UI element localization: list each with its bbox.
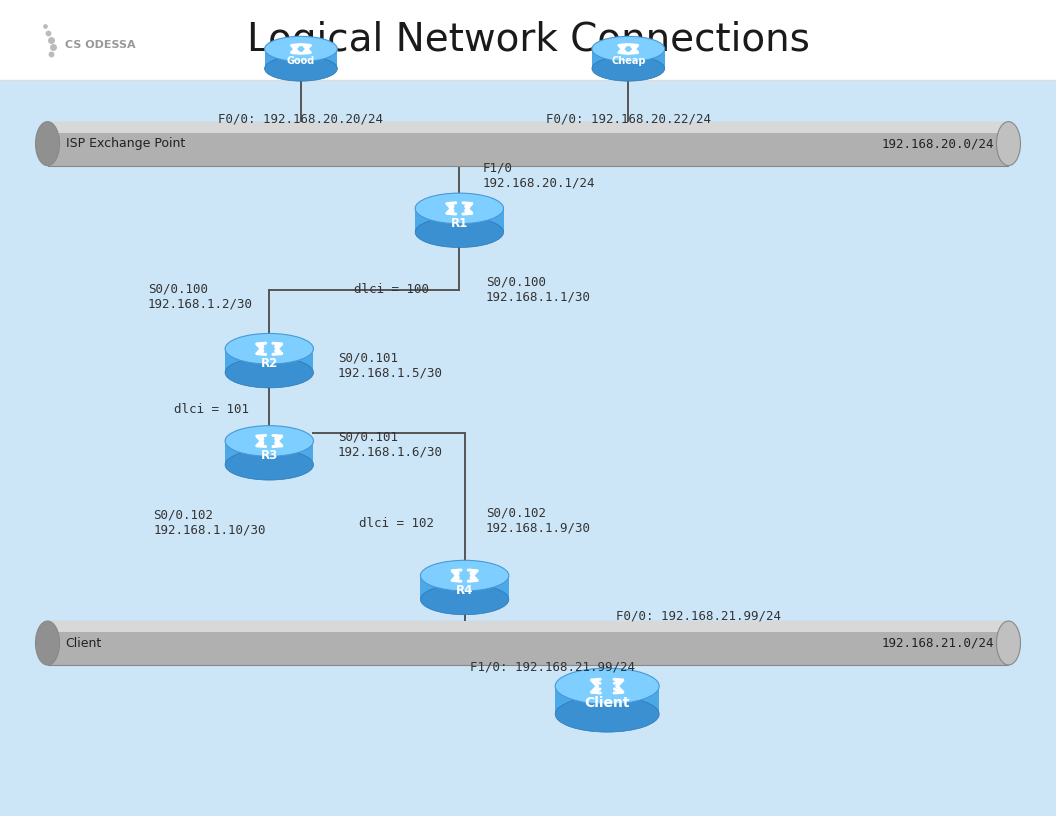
Polygon shape — [225, 348, 314, 373]
Text: Client: Client — [65, 636, 101, 650]
Ellipse shape — [420, 584, 509, 614]
Text: R3: R3 — [261, 450, 278, 462]
Ellipse shape — [265, 37, 337, 61]
Ellipse shape — [225, 450, 314, 480]
Ellipse shape — [997, 621, 1020, 665]
Text: F0/0: 192.168.21.99/24: F0/0: 192.168.21.99/24 — [616, 610, 780, 623]
Text: S0/0.102
192.168.1.10/30: S0/0.102 192.168.1.10/30 — [153, 508, 266, 536]
Ellipse shape — [225, 357, 314, 388]
Polygon shape — [48, 122, 1008, 133]
Ellipse shape — [420, 561, 509, 591]
Text: R1: R1 — [451, 217, 468, 229]
Ellipse shape — [555, 696, 659, 732]
Polygon shape — [48, 621, 1008, 632]
Text: F0/0: 192.168.20.20/24: F0/0: 192.168.20.20/24 — [219, 113, 383, 126]
Text: F1/0: 192.168.21.99/24: F1/0: 192.168.21.99/24 — [470, 661, 635, 674]
Text: CS ODESSA: CS ODESSA — [64, 40, 135, 50]
Text: S0/0.100
192.168.1.1/30: S0/0.100 192.168.1.1/30 — [486, 276, 590, 304]
Text: R4: R4 — [456, 584, 473, 596]
Ellipse shape — [592, 56, 664, 81]
Polygon shape — [48, 621, 1008, 665]
Text: Good: Good — [287, 56, 315, 66]
Text: 192.168.21.0/24: 192.168.21.0/24 — [882, 636, 995, 650]
Polygon shape — [415, 208, 504, 233]
Text: dlci = 102: dlci = 102 — [359, 517, 434, 530]
Text: 192.168.20.0/24: 192.168.20.0/24 — [882, 137, 995, 150]
Ellipse shape — [265, 56, 337, 81]
Polygon shape — [48, 122, 1008, 166]
Text: ISP Exchange Point: ISP Exchange Point — [65, 137, 185, 150]
Text: S0/0.100
192.168.1.2/30: S0/0.100 192.168.1.2/30 — [148, 282, 252, 310]
Text: Client: Client — [584, 697, 630, 711]
Ellipse shape — [225, 334, 314, 364]
Text: S0/0.101
192.168.1.5/30: S0/0.101 192.168.1.5/30 — [338, 352, 442, 379]
Ellipse shape — [415, 193, 504, 224]
Text: F0/0: 192.168.20.22/24: F0/0: 192.168.20.22/24 — [546, 113, 711, 126]
Ellipse shape — [36, 122, 59, 166]
Ellipse shape — [415, 217, 504, 247]
Ellipse shape — [997, 122, 1020, 166]
Ellipse shape — [36, 621, 59, 665]
Text: F1/0
192.168.20.1/24: F1/0 192.168.20.1/24 — [483, 162, 596, 189]
Text: dlci = 100: dlci = 100 — [354, 283, 429, 296]
Text: S0/0.102
192.168.1.9/30: S0/0.102 192.168.1.9/30 — [486, 507, 590, 534]
Polygon shape — [265, 49, 337, 69]
Text: Cheap: Cheap — [611, 56, 645, 66]
Text: R2: R2 — [261, 357, 278, 370]
Text: Logical Network Connections: Logical Network Connections — [246, 21, 810, 59]
Ellipse shape — [225, 426, 314, 456]
Ellipse shape — [555, 668, 659, 704]
Text: S0/0.101
192.168.1.6/30: S0/0.101 192.168.1.6/30 — [338, 431, 442, 459]
Ellipse shape — [592, 37, 664, 61]
Polygon shape — [225, 441, 314, 465]
Polygon shape — [592, 49, 664, 69]
Text: dlci = 101: dlci = 101 — [174, 403, 249, 416]
Polygon shape — [420, 575, 509, 600]
Polygon shape — [0, 0, 1056, 80]
Polygon shape — [555, 686, 659, 714]
